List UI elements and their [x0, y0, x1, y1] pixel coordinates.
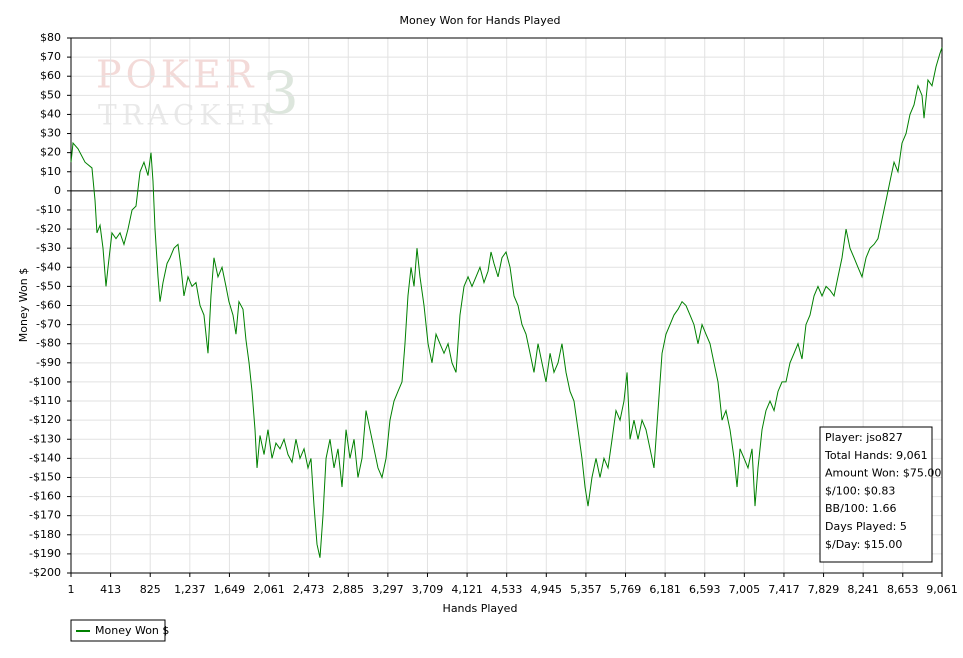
y-tick-label: -$30 — [36, 241, 61, 254]
x-tick-label: 5,357 — [570, 583, 602, 596]
plot-border — [70, 37, 943, 574]
x-tick-label: 4,533 — [491, 583, 523, 596]
y-tick-label: -$110 — [29, 394, 61, 407]
x-tick-label: 7,005 — [729, 583, 761, 596]
x-tick-label: 1,649 — [214, 583, 246, 596]
watermark-text: TRACKER — [98, 99, 277, 132]
x-tick-label: 4,121 — [451, 583, 483, 596]
y-tick-label: $60 — [40, 69, 61, 82]
x-tick-label: 9,061 — [926, 583, 958, 596]
info-text: Amount Won: $75.00 — [825, 467, 941, 480]
x-tick-label: 8,241 — [847, 583, 879, 596]
y-tick-label: -$160 — [29, 490, 61, 503]
info-text: Days Played: 5 — [825, 520, 907, 533]
info-text: Total Hands: 9,061 — [824, 449, 928, 462]
y-tick-label: -$200 — [29, 566, 61, 579]
y-axis-label: Money Won $ — [17, 268, 30, 342]
x-tick-label: 3,709 — [412, 583, 444, 596]
info-text: Player: jso827 — [825, 431, 903, 444]
y-tick-label: $40 — [40, 107, 61, 120]
x-tick-label: 1 — [68, 583, 75, 596]
y-tick-label: -$70 — [36, 318, 61, 331]
x-tick-label: 825 — [140, 583, 161, 596]
y-tick-label: -$10 — [36, 203, 61, 216]
series-line — [70, 47, 943, 558]
x-tick-label: 8,653 — [887, 583, 919, 596]
y-tick-label: -$180 — [29, 528, 61, 541]
watermark: POKER TRACKER 3 — [96, 53, 299, 132]
y-tick-label: -$90 — [36, 356, 61, 369]
info-text: BB/100: 1.66 — [825, 502, 897, 515]
y-tick-label: -$40 — [36, 260, 61, 273]
info-text: $/Day: $15.00 — [825, 538, 902, 551]
y-tick-label: -$60 — [36, 299, 61, 312]
y-tick-label: -$130 — [29, 432, 61, 445]
x-tick-label: 413 — [100, 583, 121, 596]
y-tick-label: -$20 — [36, 222, 61, 235]
x-tick-label: 4,945 — [531, 583, 563, 596]
y-tick-label: $10 — [40, 165, 61, 178]
y-tick-label: $80 — [40, 31, 61, 44]
legend-label: Money Won $ — [95, 624, 169, 637]
info-text: $/100: $0.83 — [825, 484, 895, 497]
y-tick-label: -$190 — [29, 547, 61, 560]
legend-box — [70, 619, 166, 642]
y-tick-label: -$80 — [36, 337, 61, 350]
y-tick-label: 0 — [54, 184, 61, 197]
x-tick-label: 5,769 — [610, 583, 642, 596]
y-tick-label: -$100 — [29, 375, 61, 388]
y-tick-label: -$140 — [29, 451, 61, 464]
y-tick-label: $30 — [40, 127, 61, 140]
x-tick-label: 2,473 — [293, 583, 325, 596]
x-tick-label: 3,297 — [372, 583, 404, 596]
x-tick-label: 2,885 — [333, 583, 365, 596]
y-tick-label: -$150 — [29, 470, 61, 483]
x-tick-label: 7,417 — [768, 583, 800, 596]
y-tick-label: $50 — [40, 88, 61, 101]
x-axis-label: Hands Played — [443, 602, 518, 615]
x-tick-label: 1,237 — [174, 583, 206, 596]
watermark-text: 3 — [262, 59, 299, 127]
info-box — [819, 426, 933, 563]
y-tick-label: $20 — [40, 146, 61, 159]
y-tick-label: -$120 — [29, 413, 61, 426]
x-tick-label: 7,829 — [808, 583, 840, 596]
y-tick-label: $70 — [40, 50, 61, 63]
x-tick-label: 2,061 — [253, 583, 285, 596]
y-tick-label: -$50 — [36, 279, 61, 292]
y-tick-label: -$170 — [29, 509, 61, 522]
chart-title: Money Won for Hands Played — [400, 14, 561, 27]
watermark-text: POKER — [96, 53, 257, 97]
x-tick-label: 6,181 — [649, 583, 681, 596]
x-tick-label: 6,593 — [689, 583, 721, 596]
